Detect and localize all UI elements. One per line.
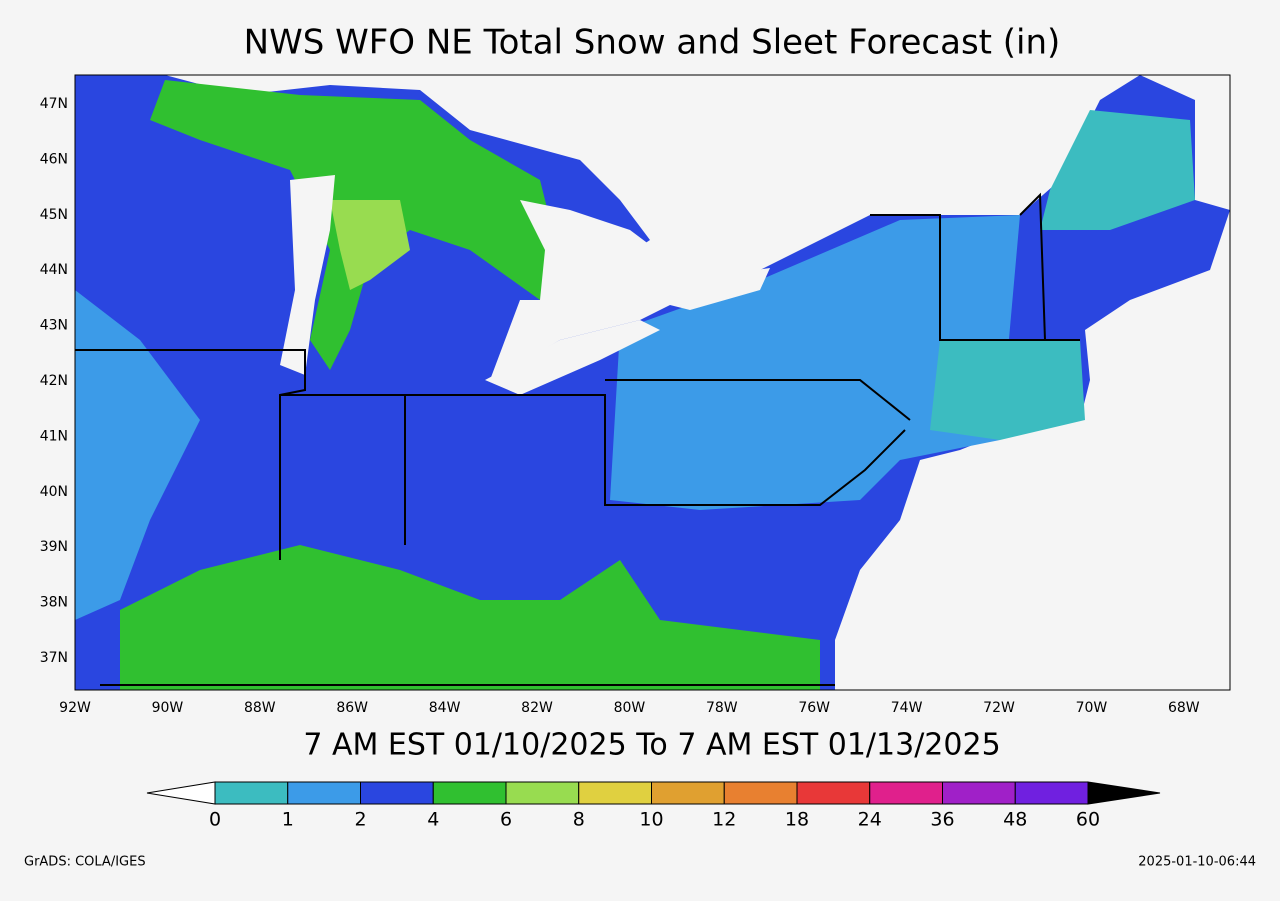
border [280, 394, 906, 506]
latitude-label: 41N [40, 428, 68, 444]
colorbar-segment [651, 781, 725, 805]
title: NWS WFO NE Total Snow and Sleet Forecast… [244, 23, 1061, 63]
region-4-6in [120, 545, 820, 690]
colorbar-label: 6 [500, 809, 512, 831]
longitude-label: 90W [152, 700, 184, 716]
latitude-label: 47N [40, 96, 68, 112]
latitude-label: 42N [40, 373, 68, 389]
colorbar: 0 1 2 4 6 8 10 12 18 24 36 48 60 [146, 781, 1161, 831]
colorbar-segment [796, 781, 871, 805]
colorbar-high-arrow [1087, 781, 1161, 805]
longitude-label: 70W [1076, 700, 1108, 716]
latitude-label: 44N [40, 262, 68, 278]
region-0-1in [1040, 110, 1195, 230]
colorbar-segment [432, 781, 507, 805]
footer-left: GrADS: COLA/IGES [24, 855, 146, 870]
longitude-label: 78W [706, 700, 738, 716]
latitude-label: 43N [40, 318, 68, 334]
valid-period: 7 AM EST 01/10/2025 To 7 AM EST 01/13/20… [303, 728, 1000, 763]
longitude-label: 80W [614, 700, 646, 716]
colorbar-label: 0 [209, 809, 221, 831]
lake-ontario [650, 268, 770, 310]
colorbar-segment [360, 781, 434, 805]
colorbar-segment [942, 781, 1016, 805]
colorbar-segment [578, 781, 652, 805]
longitude-label: 74W [891, 700, 923, 716]
colorbar-label: 60 [1076, 809, 1100, 831]
latitude-label: 38N [40, 595, 68, 611]
longitude-label: 82W [521, 700, 553, 716]
latitude-labels: 47N 46N 45N 44N 43N 42N 41N 40N 39N 38N 37N [40, 96, 68, 666]
latitude-label: 40N [40, 484, 68, 500]
longitude-labels: 92W 90W 88W 86W 84W 82W 80W 78W 76W 74W 72W 70W 68W [59, 700, 1200, 716]
colorbar-label: 4 [427, 809, 439, 831]
longitude-label: 84W [429, 700, 461, 716]
footer-right: 2025-01-10-06:44 [1138, 855, 1256, 870]
colorbar-label: 8 [573, 809, 585, 831]
longitude-label: 72W [983, 700, 1015, 716]
border [1019, 192, 1046, 341]
region-6-8in [330, 200, 410, 290]
colorbar-segment [869, 781, 943, 805]
colorbar-label: 2 [354, 809, 366, 831]
longitude-label: 86W [336, 700, 368, 716]
colorbar-label: 24 [858, 809, 882, 831]
colorbar-label: 36 [930, 809, 954, 831]
map [74, 74, 1231, 691]
lake-michigan [280, 175, 335, 375]
colorbar-segment [723, 781, 798, 805]
border [605, 379, 911, 421]
colorbar-label: 18 [785, 809, 809, 831]
colorbar-segment [287, 781, 361, 805]
latitude-label: 46N [40, 151, 68, 167]
colorbar-label: 1 [282, 809, 294, 831]
longitude-label: 76W [798, 700, 830, 716]
plot-border [74, 74, 1231, 691]
region-1-2in [75, 290, 200, 620]
colorbar-label: 10 [639, 809, 663, 831]
colorbar-low-arrow [146, 781, 216, 805]
colorbar-label: 12 [712, 809, 736, 831]
lake-huron [520, 200, 650, 300]
lake-erie [485, 320, 660, 395]
longitude-label: 88W [244, 700, 276, 716]
border [870, 214, 1080, 341]
border [75, 349, 306, 560]
colorbar-label: 48 [1003, 809, 1027, 831]
latitude-label: 45N [40, 207, 68, 223]
colorbar-segment [1014, 781, 1089, 805]
latitude-label: 39N [40, 539, 68, 555]
colorbar-segment [214, 781, 289, 805]
longitude-label: 92W [59, 700, 91, 716]
colorbar-segment [505, 781, 580, 805]
latitude-label: 37N [40, 650, 68, 666]
longitude-label: 68W [1168, 700, 1200, 716]
state-borders [75, 192, 1080, 686]
region-0-1in [930, 340, 1085, 440]
region-1-2in [610, 215, 1020, 510]
